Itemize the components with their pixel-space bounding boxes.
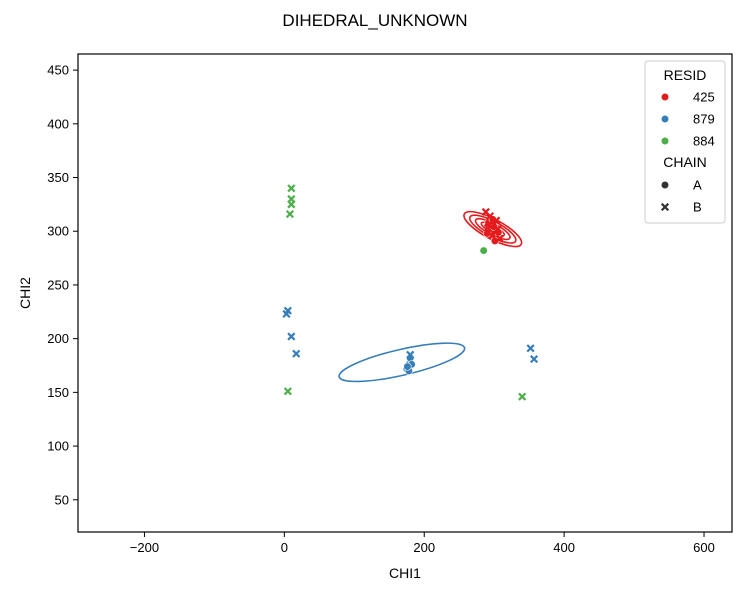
point-879-B: [529, 354, 539, 364]
legend-style-title: CHAIN: [663, 154, 707, 170]
plot-frame: [77, 53, 733, 533]
chart-title: DIHEDRAL_UNKNOWN: [282, 11, 467, 30]
point-884-A: [479, 246, 488, 255]
legend-marker-884: [660, 136, 670, 146]
scatter-points: [282, 184, 539, 401]
x-tick-label: 200: [413, 540, 435, 555]
legend-label-425: 425: [693, 90, 715, 105]
point-884-B: [287, 200, 296, 209]
point-879-B: [406, 350, 415, 359]
legend-marker-B: [660, 202, 670, 212]
y-tick-label: 50: [55, 492, 69, 507]
point-879-B: [526, 344, 535, 353]
point-884-B: [285, 209, 295, 219]
point-425-B: [492, 216, 501, 225]
y-axis-label: CHI2: [17, 277, 33, 309]
point-879-B: [287, 332, 296, 341]
y-tick-label: 450: [47, 63, 69, 78]
y-tick-label: 100: [47, 439, 69, 454]
point-425-B: [488, 231, 497, 240]
legend-hue-title: RESID: [664, 67, 707, 83]
x-tick-label: 0: [281, 540, 288, 555]
point-884-B: [283, 387, 292, 396]
x-tick-label: 600: [693, 540, 715, 555]
y-tick-label: 300: [47, 224, 69, 239]
legend-label-B: B: [693, 200, 702, 215]
legend-marker-425: [660, 92, 670, 102]
point-425-B: [483, 223, 492, 233]
point-425-B: [495, 234, 504, 243]
x-axis-ticks: −200 0 200 400 600: [130, 532, 715, 555]
point-879-B: [283, 306, 292, 315]
y-tick-label: 200: [47, 331, 69, 346]
density-contour-879: [338, 342, 466, 383]
y-tick-label: 400: [47, 116, 69, 131]
point-879-A: [403, 362, 412, 371]
x-tick-label: 400: [553, 540, 575, 555]
legend-label-884: 884: [693, 134, 715, 149]
legend-label-879: 879: [693, 112, 715, 127]
y-tick-label: 150: [47, 385, 69, 400]
x-tick-label: −200: [130, 540, 159, 555]
y-tick-label: 350: [47, 170, 69, 185]
legend: RESID 425 879 884 CHAIN AB: [644, 60, 726, 224]
point-884-B: [287, 184, 296, 193]
point-425-B: [481, 207, 490, 216]
legend-marker-879: [660, 114, 670, 124]
x-axis-label: CHI1: [389, 565, 421, 581]
legend-marker-A: [660, 180, 670, 190]
point-884-B: [518, 392, 527, 401]
point-425-B: [493, 225, 502, 234]
y-axis-ticks: 50 100 150 200 250 300 350 400 450: [47, 63, 78, 507]
y-tick-label: 250: [47, 277, 69, 292]
legend-label-A: A: [693, 178, 702, 193]
point-879-B: [292, 349, 301, 358]
